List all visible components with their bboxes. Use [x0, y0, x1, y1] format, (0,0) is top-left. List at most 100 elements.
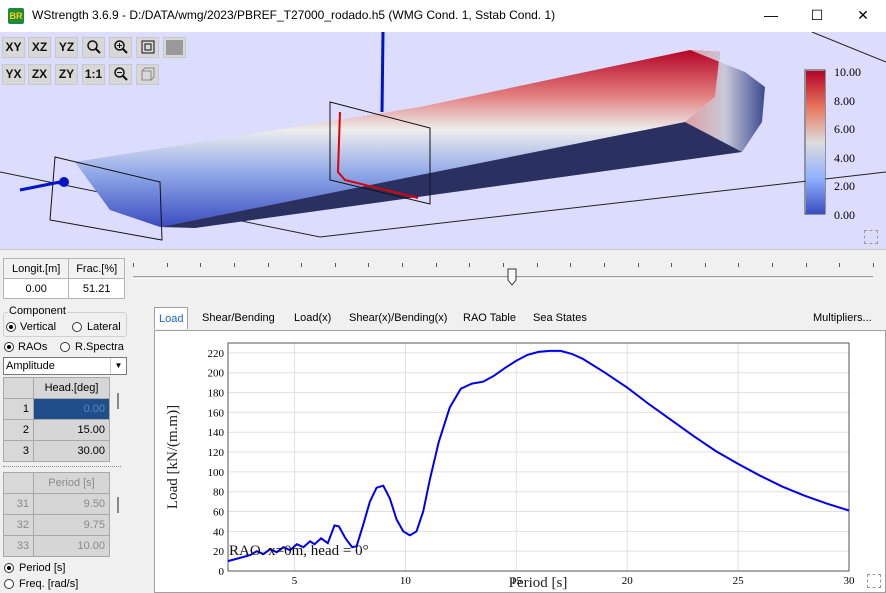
view-yz-button[interactable]: YZ [55, 37, 78, 58]
amplitude-select[interactable]: Amplitude ▼ [3, 357, 127, 375]
period-label: Period [s] [19, 562, 66, 574]
heading-cell[interactable]: 30.00 [33, 440, 110, 462]
table-row[interactable]: 2 15.00 [3, 419, 110, 441]
period-cell[interactable]: 9.50 [33, 493, 110, 515]
table-row[interactable]: 31 9.50 [3, 493, 110, 515]
heading-scrollbar[interactable] [117, 393, 119, 409]
z-axis [380, 32, 385, 113]
y-tick-label: 0 [219, 566, 225, 578]
freq-label: Freq. [rad/s] [19, 578, 79, 590]
box-view-icon[interactable] [136, 64, 159, 85]
zoom-icon[interactable] [82, 37, 105, 58]
colorbar-label: 2.00 [834, 179, 855, 193]
tab-load[interactable]: Load [154, 307, 189, 329]
tab-sea-states[interactable]: Sea States [533, 312, 587, 324]
heading-table: Head.[deg] 1 0.00 2 15.00 3 30.00 [3, 377, 110, 462]
raos-radio[interactable] [4, 342, 14, 352]
slider-tick [233, 263, 235, 267]
x-tick-label: 20 [622, 575, 634, 587]
table-row[interactable]: 33 10.00 [3, 535, 110, 557]
y-tick-label: 180 [208, 388, 225, 400]
tab-rao-table[interactable]: RAO Table [463, 312, 516, 324]
period-cell[interactable]: 10.00 [33, 535, 110, 557]
slider-tick [402, 263, 404, 267]
slider-tick [435, 263, 437, 267]
3d-viewport[interactable]: 10.00 8.00 6.00 4.00 2.00 0.00 XY XZ YZ … [0, 32, 886, 250]
slider-tick [503, 263, 504, 267]
row-number: 1 [3, 398, 34, 420]
slider-tick [637, 263, 639, 267]
slider-tick [536, 263, 538, 267]
close-button[interactable]: ✕ [857, 7, 869, 23]
vertical-radio[interactable] [6, 322, 16, 332]
view-1-1-button[interactable]: 1:1 [82, 64, 105, 85]
view-xy-button[interactable]: XY [2, 37, 25, 58]
view-yx-button[interactable]: YX [2, 64, 25, 85]
view-zy-button[interactable]: ZY [55, 64, 78, 85]
y-tick-label: 220 [208, 348, 225, 360]
app-logo-icon: BR [8, 8, 24, 24]
frac-header: Frac.[%] [68, 258, 125, 279]
lateral-radio[interactable] [72, 322, 82, 332]
slider-tick [200, 263, 202, 267]
y-tick-label: 100 [208, 467, 225, 479]
table-row[interactable]: 3 30.00 [3, 440, 110, 462]
maximize-button[interactable]: ☐ [810, 7, 824, 23]
view-zx-button[interactable]: ZX [28, 64, 51, 85]
y-tick-label: 80 [213, 487, 225, 499]
corner-cell [3, 377, 34, 399]
fit-icon[interactable] [136, 37, 159, 58]
slider-tick [805, 263, 807, 267]
slider-tick [873, 263, 874, 267]
row-number: 31 [3, 493, 34, 515]
zoom-in-icon[interactable] [109, 37, 132, 58]
x-axis [19, 180, 61, 192]
longit-value[interactable]: 0.00 [2, 278, 70, 299]
colorbar-label: 8.00 [834, 94, 855, 108]
splitter[interactable] [3, 466, 121, 467]
period-radio[interactable] [4, 563, 14, 573]
period-header: Period [s] [33, 472, 110, 494]
row-number: 32 [3, 514, 34, 536]
expand-icon[interactable] [867, 574, 881, 588]
colorbar-label: 6.00 [834, 122, 855, 136]
row-number: 33 [3, 535, 34, 557]
x-tick-label: 25 [733, 575, 745, 587]
heading-cell[interactable]: 15.00 [33, 419, 110, 441]
tab-shear-bending-x[interactable]: Shear(x)/Bending(x) [349, 312, 448, 324]
raos-label: RAOs [18, 341, 48, 353]
tab-shear-bending[interactable]: Shear/Bending [202, 312, 275, 324]
amplitude-value: Amplitude [6, 360, 55, 372]
y-tick-label: 60 [213, 507, 225, 519]
table-row[interactable]: 1 0.00 [3, 398, 110, 420]
rspectra-radio[interactable] [60, 342, 70, 352]
view-xz-button[interactable]: XZ [28, 37, 51, 58]
slider-tick [603, 263, 605, 267]
position-slider[interactable] [133, 276, 873, 279]
row-number: 3 [3, 440, 34, 462]
frac-value[interactable]: 51.21 [68, 278, 125, 299]
y-tick-label: 140 [208, 427, 225, 439]
slider-tick [334, 263, 336, 267]
expand-icon[interactable] [864, 230, 878, 244]
minimize-button[interactable]: — [764, 7, 778, 23]
slider-tick [166, 263, 168, 267]
tab-load-x[interactable]: Load(x) [294, 312, 332, 324]
stop-icon[interactable] [163, 37, 186, 58]
slider-tick [368, 263, 370, 267]
freq-radio[interactable] [4, 579, 14, 589]
heading-cell[interactable]: 0.00 [33, 398, 110, 420]
y-tick-label: 200 [208, 368, 225, 380]
x-tick-label: 30 [844, 575, 856, 587]
period-cell[interactable]: 9.75 [33, 514, 110, 536]
plot-area [227, 342, 850, 572]
period-scrollbar[interactable] [117, 497, 119, 513]
multipliers-button[interactable]: Multipliers... [813, 312, 872, 324]
position-slider-thumb[interactable] [507, 268, 517, 286]
slider-tick [704, 263, 706, 267]
slider-tick [469, 263, 471, 267]
chevron-down-icon[interactable]: ▼ [110, 358, 126, 374]
table-row[interactable]: 32 9.75 [3, 514, 110, 536]
zoom-out-icon[interactable] [109, 64, 132, 85]
slider-tick [267, 263, 269, 267]
